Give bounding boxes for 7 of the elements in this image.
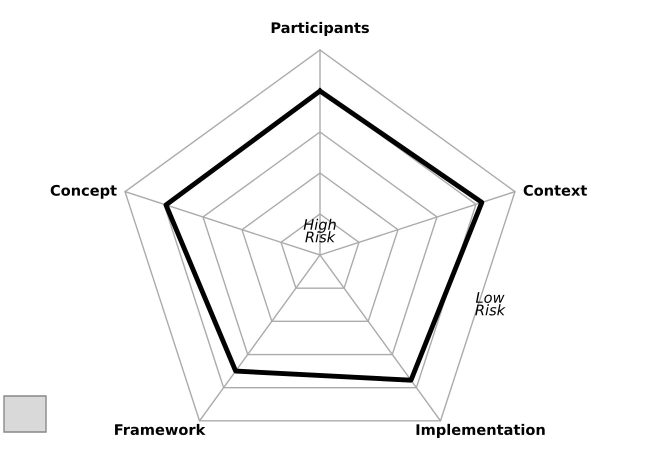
spoke-label: Participants [272, 22, 369, 36]
spoke-label: Concept [50, 184, 117, 199]
text: Low Risk [475, 292, 506, 316]
spoke-label: Framework [115, 424, 206, 436]
spoke-label: Context [524, 184, 587, 196]
text: High Risk [304, 218, 336, 242]
spoke-label: Implementation [416, 424, 545, 438]
